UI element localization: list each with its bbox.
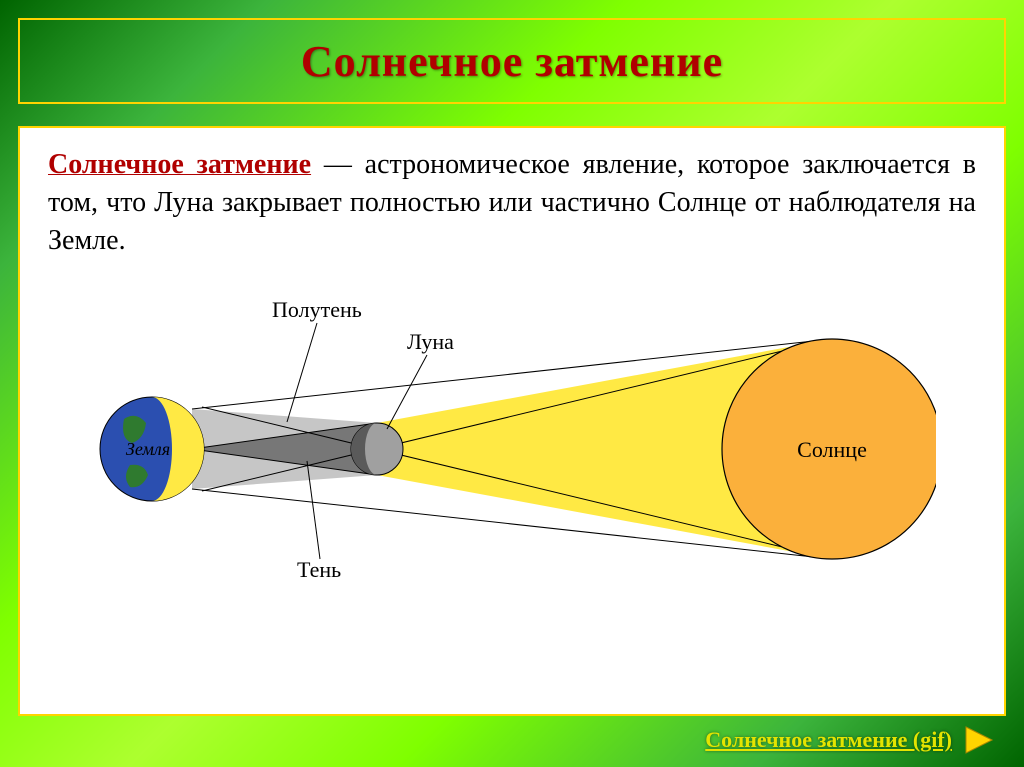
sun-label: Солнце — [797, 437, 867, 462]
definition-paragraph: Солнечное затмение — астрономическое явл… — [48, 146, 976, 259]
leader-penumbra — [287, 323, 317, 422]
eclipse-diagram: Солнце Земля Полутень — [72, 279, 952, 619]
label-umbra: Тень — [297, 557, 341, 582]
label-moon: Луна — [407, 329, 454, 354]
content-panel: Солнечное затмение — астрономическое явл… — [18, 126, 1006, 716]
eclipse-svg: Солнце Земля Полутень — [72, 279, 952, 619]
footer-gif-link[interactable]: Солнечное затмение (gif) — [705, 723, 996, 757]
slide-frame: Солнечное затмение Солнечное затмение — … — [0, 0, 1024, 767]
title-bar: Солнечное затмение — [18, 18, 1006, 104]
slide-title: Солнечное затмение — [301, 36, 723, 87]
label-penumbra: Полутень — [272, 297, 362, 322]
definition-term: Солнечное затмение — [48, 149, 311, 180]
footer-link-text: Солнечное затмение (gif) — [705, 727, 952, 753]
next-arrow-icon[interactable] — [962, 723, 996, 757]
fade-right — [936, 329, 952, 569]
earth-label: Земля — [126, 439, 170, 459]
